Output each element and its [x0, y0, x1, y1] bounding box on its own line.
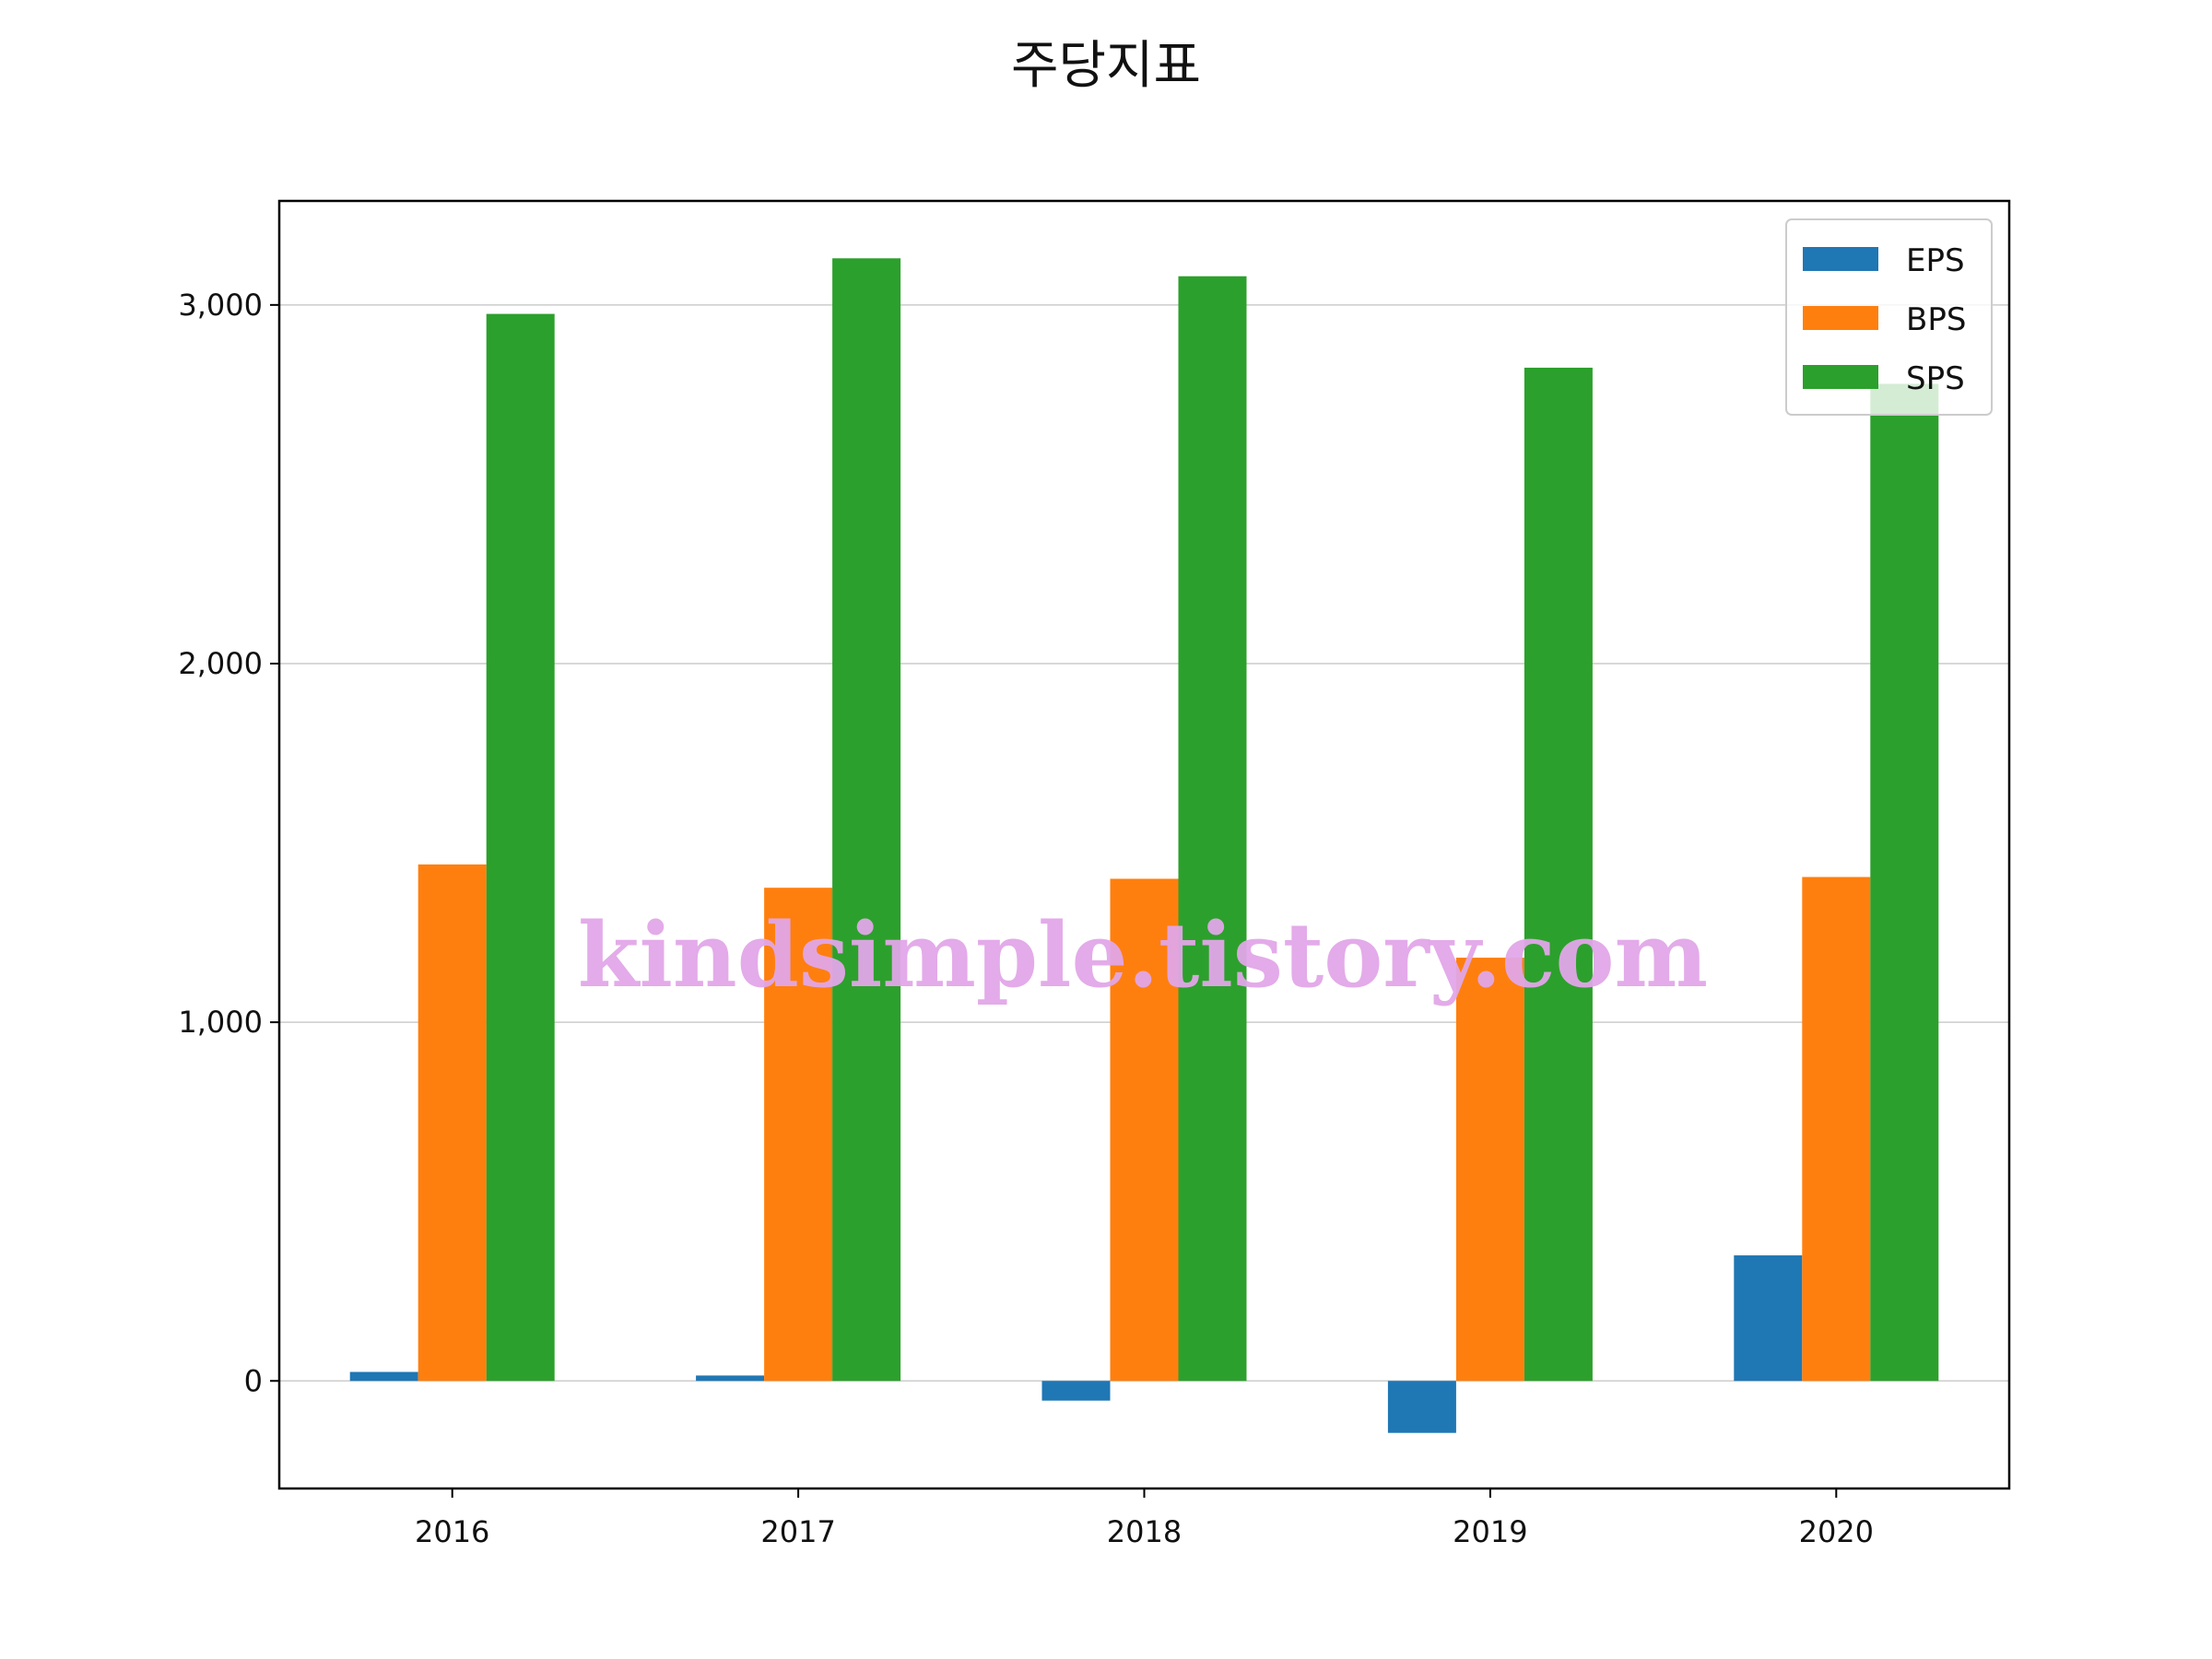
bar-eps: [1734, 1255, 1803, 1382]
bar-bps: [1455, 958, 1524, 1382]
y-tick-label: 1,000: [178, 1005, 263, 1040]
bar-sps: [832, 258, 901, 1382]
chart-title: 주당지표: [1011, 36, 1201, 96]
bar-bps: [1802, 877, 1871, 1382]
bar-eps: [1387, 1381, 1456, 1433]
bar-eps: [349, 1371, 418, 1382]
legend-swatch-sps: [1803, 365, 1878, 389]
bars: [349, 258, 1939, 1433]
x-tick-label: 2018: [1107, 1514, 1182, 1549]
legend-label-bps: BPS: [1906, 301, 1966, 338]
bar-sps: [1524, 367, 1593, 1382]
y-tick-label: 0: [244, 1363, 263, 1398]
bar-sps: [486, 313, 555, 1382]
bar-bps: [764, 888, 833, 1382]
bar-bps: [418, 864, 487, 1382]
bar-sps: [1178, 276, 1247, 1382]
bar-sps: [1870, 383, 1939, 1382]
bar-bps: [1110, 878, 1179, 1382]
legend-swatch-eps: [1803, 247, 1878, 271]
watermark: kindsimple.tistory.com: [578, 903, 1708, 1007]
legend-swatch-bps: [1803, 306, 1878, 330]
y-tick-label: 2,000: [178, 646, 263, 681]
legend-label-sps: SPS: [1906, 360, 1965, 397]
x-tick-label: 2017: [760, 1514, 835, 1549]
x-tick-label: 2016: [415, 1514, 489, 1549]
bar-eps: [696, 1375, 765, 1382]
bar-eps: [1041, 1381, 1111, 1401]
x-tick-label: 2020: [1799, 1514, 1874, 1549]
x-tick-label: 2019: [1453, 1514, 1527, 1549]
axis-ticks: 0 1,000 2,000 3,000 2016 2017 2018 2019 2020: [178, 288, 1874, 1549]
legend: EPS BPS SPS: [1785, 218, 1993, 416]
legend-label-eps: EPS: [1906, 242, 1965, 279]
y-tick-label: 3,000: [178, 288, 263, 323]
